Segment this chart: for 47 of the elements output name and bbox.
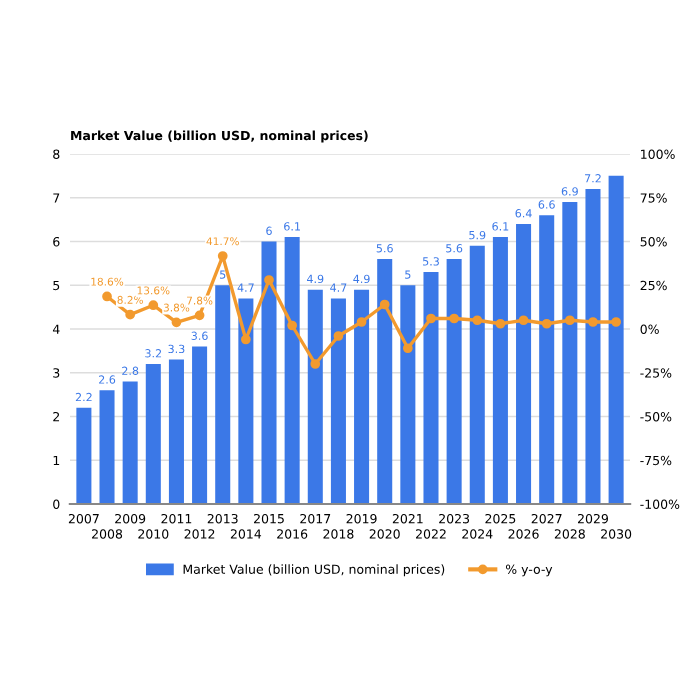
bar (492, 237, 508, 504)
bar (76, 407, 92, 504)
point (125, 309, 136, 320)
bar (539, 215, 555, 504)
point (449, 313, 459, 324)
point (518, 315, 529, 326)
bar (330, 298, 346, 504)
point (148, 300, 159, 311)
point (426, 313, 436, 324)
bar (446, 259, 462, 504)
point (310, 359, 321, 369)
bar (99, 390, 115, 504)
bar (307, 289, 323, 504)
point (541, 318, 552, 329)
bar (608, 175, 624, 504)
bar (377, 259, 393, 504)
bar (516, 224, 532, 504)
bar (423, 272, 439, 504)
point (402, 343, 413, 354)
point (611, 317, 621, 327)
bar (284, 237, 300, 504)
bar (562, 202, 578, 504)
point (217, 251, 228, 261)
point (333, 331, 344, 341)
point (379, 299, 390, 310)
point (194, 310, 205, 321)
bar (122, 381, 138, 504)
point (102, 291, 112, 302)
point (264, 275, 274, 285)
bar (469, 245, 485, 504)
bar (585, 189, 601, 504)
point (564, 315, 575, 326)
bar (215, 285, 231, 504)
point (171, 317, 182, 328)
point (287, 320, 298, 331)
bar (168, 359, 184, 504)
bar (400, 285, 416, 504)
point (588, 317, 598, 327)
bar (261, 241, 277, 504)
point (472, 315, 483, 326)
point (495, 318, 506, 329)
point (241, 334, 251, 345)
bar (145, 364, 161, 504)
bar (238, 298, 254, 504)
bar (354, 289, 370, 504)
point (356, 317, 367, 327)
bar (192, 346, 208, 504)
